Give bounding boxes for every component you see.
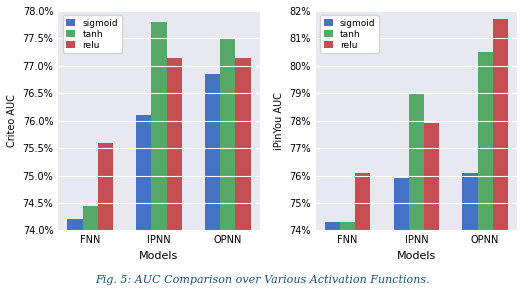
Bar	[493, 19, 508, 230]
Bar	[136, 115, 151, 230]
Bar	[394, 178, 409, 230]
Legend: sigmoid, tanh, relu: sigmoid, tanh, relu	[63, 15, 122, 53]
Bar	[424, 123, 439, 230]
Bar	[83, 206, 97, 230]
Bar	[325, 222, 340, 230]
Y-axis label: Criteo AUC: Criteo AUC	[7, 94, 17, 147]
Bar	[235, 58, 250, 230]
Bar	[463, 173, 477, 230]
Bar	[151, 22, 167, 230]
Bar	[167, 58, 182, 230]
Bar	[68, 219, 83, 230]
Y-axis label: iPinYou AUC: iPinYou AUC	[274, 92, 283, 150]
Text: Fig. 5: AUC Comparison over Various Activation Functions.: Fig. 5: AUC Comparison over Various Acti…	[95, 275, 429, 285]
Bar	[409, 93, 424, 230]
X-axis label: Models: Models	[139, 251, 179, 261]
Legend: sigmoid, tanh, relu: sigmoid, tanh, relu	[320, 15, 379, 53]
Bar	[97, 143, 113, 230]
Bar	[205, 74, 220, 230]
Bar	[477, 52, 493, 230]
X-axis label: Models: Models	[397, 251, 436, 261]
Bar	[355, 173, 370, 230]
Bar	[340, 222, 355, 230]
Bar	[220, 38, 235, 230]
